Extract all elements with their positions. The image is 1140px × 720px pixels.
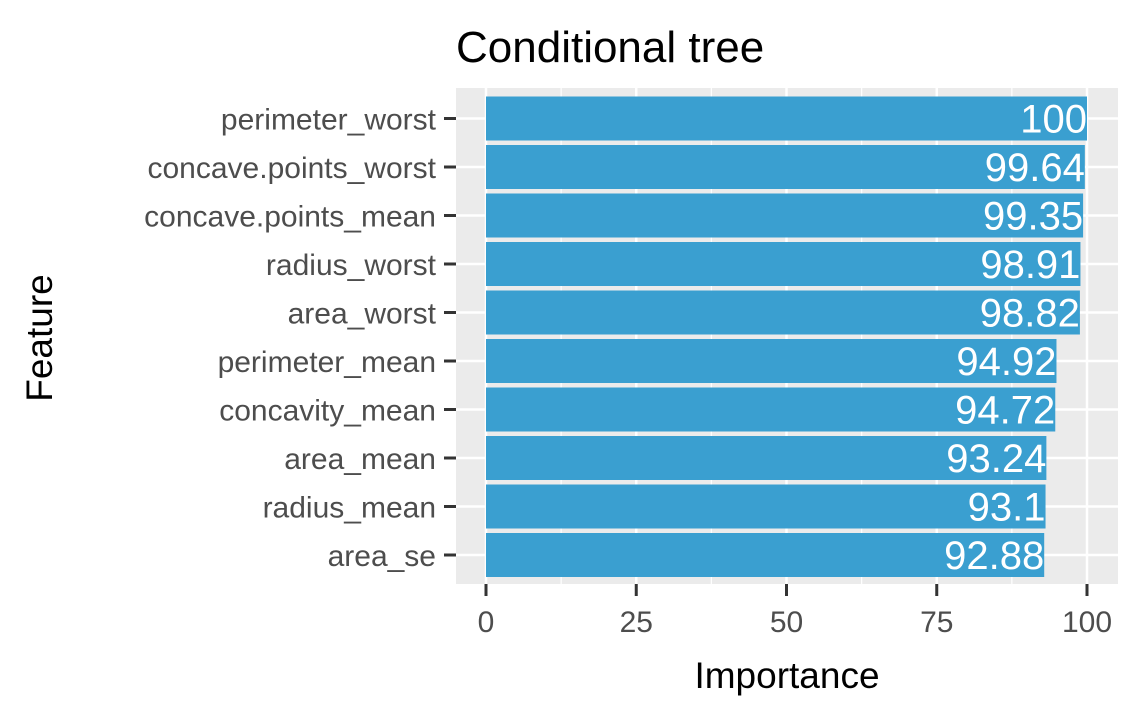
bar-value-label: 100 bbox=[1020, 98, 1087, 142]
x-axis: 0 25 50 75 100 bbox=[478, 584, 1112, 639]
bars bbox=[486, 96, 1087, 577]
bar-value-label: 99.35 bbox=[983, 195, 1083, 239]
x-tick-label: 25 bbox=[620, 606, 653, 639]
bar bbox=[486, 533, 1045, 577]
bar-value-label: 98.82 bbox=[980, 292, 1080, 336]
bar bbox=[486, 387, 1056, 432]
x-tick-label: 0 bbox=[478, 606, 495, 639]
x-tick-label: 100 bbox=[1062, 606, 1112, 639]
x-axis-title: Importance bbox=[694, 655, 879, 696]
y-tick-label: concave.points_mean bbox=[144, 201, 436, 234]
bar bbox=[486, 145, 1085, 189]
bar-value-label: 93.24 bbox=[946, 437, 1046, 481]
x-tick-label: 75 bbox=[920, 606, 953, 639]
y-tick-label: area_worst bbox=[288, 298, 437, 331]
bar bbox=[486, 242, 1081, 286]
bar bbox=[486, 339, 1057, 383]
bar-value-label: 92.88 bbox=[944, 534, 1044, 578]
bar-value-label: 93.1 bbox=[968, 486, 1046, 530]
y-tick-label: concavity_mean bbox=[219, 395, 436, 428]
bar-value-label: 94.92 bbox=[956, 340, 1056, 384]
y-tick-label: area_se bbox=[328, 540, 436, 573]
y-tick-label: area_mean bbox=[284, 443, 436, 476]
bar bbox=[486, 96, 1087, 141]
y-tick-label: concave.points_worst bbox=[148, 152, 437, 185]
bar-value-label: 94.72 bbox=[955, 389, 1055, 433]
y-axis-title: Feature bbox=[19, 274, 60, 402]
y-tick-label: perimeter_worst bbox=[221, 104, 437, 137]
y-tick-label: radius_worst bbox=[266, 249, 437, 282]
x-tick-label: 50 bbox=[770, 606, 803, 639]
y-axis: perimeter_worst concave.points_worstconca… bbox=[144, 104, 456, 573]
bar bbox=[486, 193, 1084, 238]
bar-value-label: 99.64 bbox=[985, 146, 1085, 190]
y-tick-label: radius_mean bbox=[263, 492, 436, 525]
chart-title: Conditional tree bbox=[456, 23, 764, 72]
bar bbox=[486, 436, 1047, 480]
y-tick-label: perimeter_mean bbox=[218, 346, 436, 379]
bar-value-label: 98.91 bbox=[980, 243, 1080, 287]
bar bbox=[486, 484, 1046, 529]
bar bbox=[486, 290, 1080, 335]
